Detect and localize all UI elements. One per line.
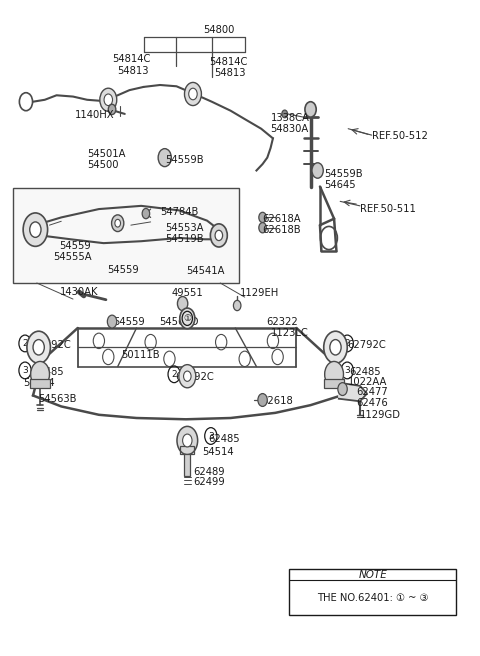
Text: 1338CA: 1338CA <box>271 113 310 123</box>
Circle shape <box>177 426 198 455</box>
Text: 62618A: 62618A <box>263 214 301 224</box>
Text: 62485: 62485 <box>32 367 64 377</box>
Text: 1123LC: 1123LC <box>271 327 308 337</box>
Circle shape <box>30 222 41 237</box>
Text: 1430AK: 1430AK <box>60 287 99 297</box>
Text: 62618: 62618 <box>261 396 293 405</box>
Circle shape <box>258 394 267 407</box>
Bar <box>184 454 190 476</box>
Text: 54559: 54559 <box>108 265 139 275</box>
Text: 54830A: 54830A <box>271 124 309 134</box>
Text: THE NO.62401: ① ~ ③: THE NO.62401: ① ~ ③ <box>317 592 429 603</box>
Text: 54813: 54813 <box>117 66 148 76</box>
Circle shape <box>179 365 196 388</box>
Circle shape <box>189 88 197 100</box>
Text: 54553A: 54553A <box>165 223 203 234</box>
Text: 62499: 62499 <box>193 478 225 487</box>
Text: 1140HX: 1140HX <box>74 110 114 119</box>
Text: 3: 3 <box>344 366 350 375</box>
Text: 2: 2 <box>22 339 28 348</box>
Circle shape <box>104 94 112 106</box>
Circle shape <box>182 434 192 447</box>
Text: 54784B: 54784B <box>160 207 198 217</box>
Text: 62489: 62489 <box>193 467 225 477</box>
Text: 54559: 54559 <box>113 317 145 327</box>
Text: 54559B: 54559B <box>324 169 363 178</box>
Text: 54813: 54813 <box>214 68 246 79</box>
Circle shape <box>115 219 120 227</box>
Text: REF.50-511: REF.50-511 <box>360 204 416 214</box>
Circle shape <box>233 300 241 311</box>
Circle shape <box>180 308 195 329</box>
Circle shape <box>178 297 188 311</box>
Text: 62322: 62322 <box>266 317 298 327</box>
Text: 54500: 54500 <box>87 159 119 170</box>
Text: 54800: 54800 <box>203 26 235 35</box>
Bar <box>30 379 50 388</box>
Text: 62792C: 62792C <box>347 340 386 350</box>
Text: NOTE: NOTE <box>359 569 387 579</box>
Text: 49551: 49551 <box>172 287 204 298</box>
Text: ①: ① <box>183 314 192 323</box>
Text: 2: 2 <box>345 339 350 348</box>
Text: 62485: 62485 <box>208 434 240 443</box>
Bar <box>289 569 456 615</box>
Circle shape <box>184 83 202 106</box>
Text: 3: 3 <box>22 366 28 375</box>
Text: 50111B: 50111B <box>121 350 160 360</box>
Circle shape <box>100 88 117 112</box>
Text: 62618B: 62618B <box>263 224 301 235</box>
Text: 54514: 54514 <box>203 447 234 457</box>
Text: 1022AA: 1022AA <box>348 377 387 387</box>
Text: 1129EH: 1129EH <box>240 287 279 298</box>
Text: 62477: 62477 <box>357 387 388 398</box>
Circle shape <box>183 371 191 381</box>
Circle shape <box>210 224 228 247</box>
Text: 54814C: 54814C <box>112 54 150 64</box>
Circle shape <box>158 149 171 167</box>
Text: 62792C: 62792C <box>176 372 214 382</box>
Polygon shape <box>339 382 367 401</box>
Text: 54561D: 54561D <box>159 317 199 327</box>
Circle shape <box>27 331 50 363</box>
Text: 54559: 54559 <box>59 241 91 251</box>
Bar <box>180 446 194 454</box>
Circle shape <box>111 215 124 232</box>
Text: 54501A: 54501A <box>87 149 126 159</box>
Text: 62792C: 62792C <box>32 340 71 350</box>
Circle shape <box>259 213 266 222</box>
Text: 54563B: 54563B <box>38 394 76 403</box>
Circle shape <box>324 331 347 363</box>
Text: 54555A: 54555A <box>53 253 92 262</box>
Circle shape <box>330 340 341 355</box>
Text: 54514: 54514 <box>24 378 55 388</box>
Text: 3: 3 <box>208 432 214 440</box>
Text: 62485: 62485 <box>349 367 381 377</box>
Text: 54519B: 54519B <box>165 234 204 244</box>
Circle shape <box>33 340 44 355</box>
Text: 54541A: 54541A <box>186 266 225 276</box>
Bar <box>13 188 239 283</box>
Circle shape <box>31 361 49 387</box>
Circle shape <box>324 361 344 387</box>
Circle shape <box>108 315 117 328</box>
Circle shape <box>282 110 288 118</box>
Text: REF.50-512: REF.50-512 <box>372 131 428 142</box>
Text: 54645: 54645 <box>324 180 356 190</box>
Text: 62476: 62476 <box>357 398 388 407</box>
Text: 2: 2 <box>171 370 177 379</box>
Circle shape <box>142 209 150 218</box>
Text: 54814C: 54814C <box>209 58 248 68</box>
Circle shape <box>305 102 316 117</box>
Circle shape <box>23 213 48 247</box>
Text: 54559B: 54559B <box>165 155 204 165</box>
Circle shape <box>108 104 116 115</box>
Text: 1129GD: 1129GD <box>360 410 401 420</box>
Bar <box>324 379 345 388</box>
Circle shape <box>312 163 323 178</box>
Circle shape <box>338 382 347 396</box>
Circle shape <box>215 230 223 241</box>
Circle shape <box>259 222 266 233</box>
